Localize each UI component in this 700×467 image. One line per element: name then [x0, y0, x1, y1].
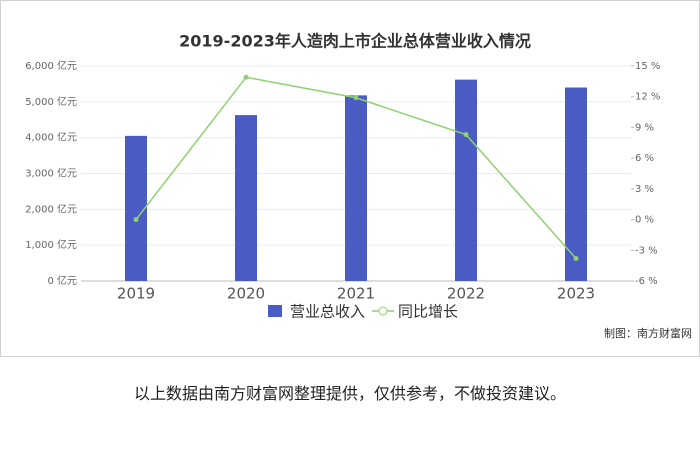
line-point — [133, 217, 139, 223]
line-point — [353, 95, 359, 101]
y2-tick-label: 12 % — [635, 92, 660, 103]
y2-tick-label: 15 % — [635, 61, 660, 72]
y-tick-label: 2,000 亿元 — [25, 202, 77, 215]
y2-tick-label: 3 % — [635, 184, 654, 195]
bar — [565, 87, 587, 281]
chart-title: 2019-2023年人造肉上市企业总体营业收入情况 — [179, 32, 531, 51]
legend-swatch — [268, 305, 282, 317]
legend-label: 营业总收入 — [290, 303, 365, 321]
chart: 2019-2023年人造肉上市企业总体营业收入情况 制图：南方财富网 0 亿元 1… — [0, 0, 700, 357]
y2-tick-label: 9 % — [635, 122, 654, 133]
y2-tick-label: 0 % — [635, 215, 654, 226]
bar — [455, 79, 477, 281]
y-tick-label: 4,000 亿元 — [25, 131, 77, 144]
bar — [345, 95, 367, 281]
y-tick-label: 1,000 亿元 — [25, 238, 77, 251]
legend-swatch — [378, 306, 388, 316]
bar — [125, 135, 147, 281]
y-tick-label: 0 亿元 — [47, 274, 77, 287]
line-point — [573, 255, 579, 261]
y-tick-label: 3,000 亿元 — [25, 167, 77, 180]
y2-tick-label: -6 % — [635, 276, 658, 287]
line-point — [463, 132, 469, 138]
legend-label: 同比增长 — [398, 303, 458, 321]
bar — [235, 115, 257, 281]
x-tick-label: 2021 — [337, 285, 375, 303]
line-point — [243, 74, 249, 80]
x-tick-label: 2023 — [557, 285, 595, 303]
source-note: 制图：南方财富网 — [604, 326, 692, 340]
y2-tick-label: 6 % — [635, 153, 654, 164]
x-tick-label: 2020 — [227, 285, 265, 303]
y2-tick-label: -3 % — [635, 245, 658, 256]
y-tick-label: 5,000 亿元 — [25, 95, 77, 108]
x-tick-label: 2019 — [117, 285, 155, 303]
caption: 以上数据由南方财富网整理提供，仅供参考，不做投资建议。 — [133, 384, 566, 403]
y-tick-label: 6,000 亿元 — [25, 59, 77, 72]
x-tick-label: 2022 — [447, 285, 485, 303]
